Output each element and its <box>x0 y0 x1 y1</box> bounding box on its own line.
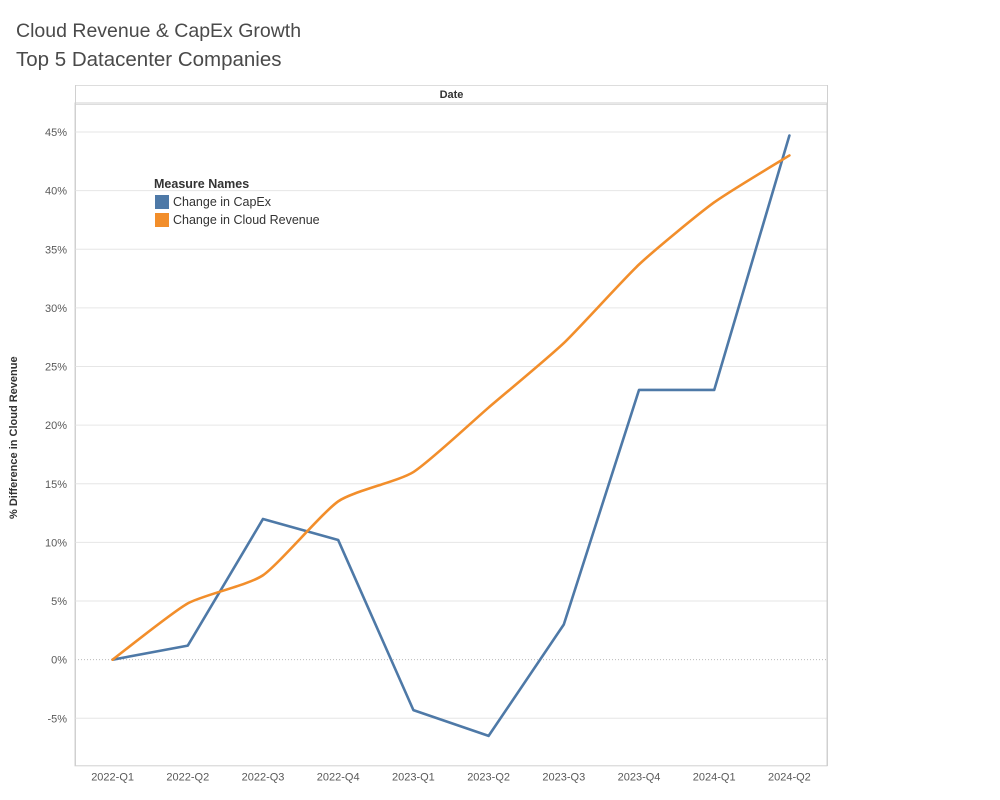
svg-text:2024-Q2: 2024-Q2 <box>768 772 811 784</box>
svg-text:2023-Q3: 2023-Q3 <box>542 772 585 784</box>
svg-text:15%: 15% <box>45 479 67 491</box>
svg-text:35%: 35% <box>45 244 67 256</box>
svg-text:2022-Q3: 2022-Q3 <box>242 772 285 784</box>
svg-text:2022-Q1: 2022-Q1 <box>91 772 134 784</box>
svg-text:2022-Q4: 2022-Q4 <box>317 772 360 784</box>
svg-text:2023-Q4: 2023-Q4 <box>618 772 661 784</box>
svg-text:40%: 40% <box>45 186 67 198</box>
svg-text:10%: 10% <box>45 537 67 549</box>
svg-text:2023-Q2: 2023-Q2 <box>467 772 510 784</box>
svg-text:2023-Q1: 2023-Q1 <box>392 772 435 784</box>
svg-text:25%: 25% <box>45 362 67 374</box>
svg-text:20%: 20% <box>45 420 67 432</box>
svg-text:30%: 30% <box>45 303 67 315</box>
svg-text:45%: 45% <box>45 127 67 139</box>
svg-text:-5%: -5% <box>47 713 67 725</box>
svg-text:2022-Q2: 2022-Q2 <box>166 772 209 784</box>
svg-text:5%: 5% <box>51 596 67 608</box>
svg-text:2024-Q1: 2024-Q1 <box>693 772 736 784</box>
svg-text:0%: 0% <box>51 655 67 667</box>
